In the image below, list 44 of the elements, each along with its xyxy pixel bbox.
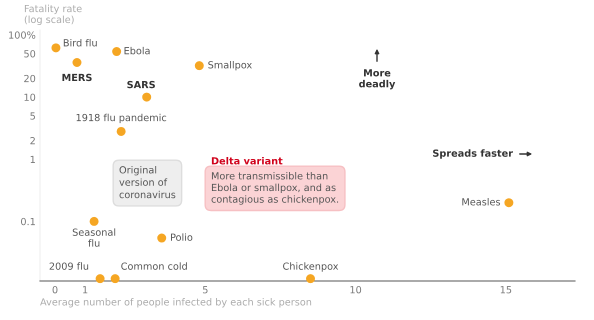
x-tick-label: 0 bbox=[52, 286, 58, 294]
annotation: Polio bbox=[171, 233, 192, 241]
y-tick-label: 100% bbox=[9, 31, 36, 39]
point bbox=[194, 61, 204, 70]
annotation: SARS bbox=[127, 80, 155, 88]
x-tick-label: 1 bbox=[83, 286, 88, 294]
annotation: Common cold bbox=[121, 262, 187, 270]
y-tick-label: 1 bbox=[30, 156, 35, 163]
annotation: More deadly bbox=[359, 69, 396, 90]
annotation: Spreads faster bbox=[433, 149, 513, 159]
point bbox=[504, 198, 514, 208]
x-tick-label: 5 bbox=[202, 286, 208, 294]
annotation: Delta variant bbox=[212, 157, 283, 165]
point bbox=[90, 216, 99, 226]
point bbox=[112, 47, 122, 56]
annotation: Seasonal flu bbox=[72, 228, 116, 247]
y-tick-label: 0.1 bbox=[21, 218, 35, 226]
annotation: Smallpox bbox=[208, 60, 252, 70]
y-tick-label: 20 bbox=[24, 74, 36, 82]
y-tick-label: 5 bbox=[30, 112, 35, 120]
annotation: Bird flu bbox=[64, 38, 97, 46]
annotation: Chickenpox bbox=[283, 262, 338, 272]
point bbox=[72, 58, 82, 67]
annotation: Ebola bbox=[124, 46, 150, 54]
point bbox=[306, 274, 316, 284]
annotation: Original version of coronavirus bbox=[119, 166, 176, 198]
annotation: MERS bbox=[62, 74, 92, 82]
point bbox=[51, 43, 60, 52]
y-axis-title: Fatality rate (log scale) bbox=[24, 4, 82, 25]
point bbox=[142, 92, 152, 102]
point bbox=[157, 234, 166, 243]
point bbox=[116, 126, 126, 136]
point bbox=[110, 274, 120, 284]
point bbox=[96, 274, 105, 284]
annotation: 2009 flu bbox=[50, 262, 88, 270]
y-tick-label: 2 bbox=[30, 137, 35, 144]
annotation: More transmissible than Ebola or smallpox, and as contagious as chickenpox. bbox=[212, 172, 338, 205]
annotation: 1918 flu pandemic bbox=[76, 114, 166, 124]
y-tick-label: 50 bbox=[24, 50, 36, 58]
x-tick-label: 10 bbox=[350, 286, 362, 294]
y-tick-label: 10 bbox=[24, 94, 36, 101]
x-tick-label: 15 bbox=[500, 286, 512, 294]
annotation: Measles bbox=[462, 198, 500, 206]
x-axis-title: Average number of people infected by each sick person bbox=[40, 298, 312, 308]
